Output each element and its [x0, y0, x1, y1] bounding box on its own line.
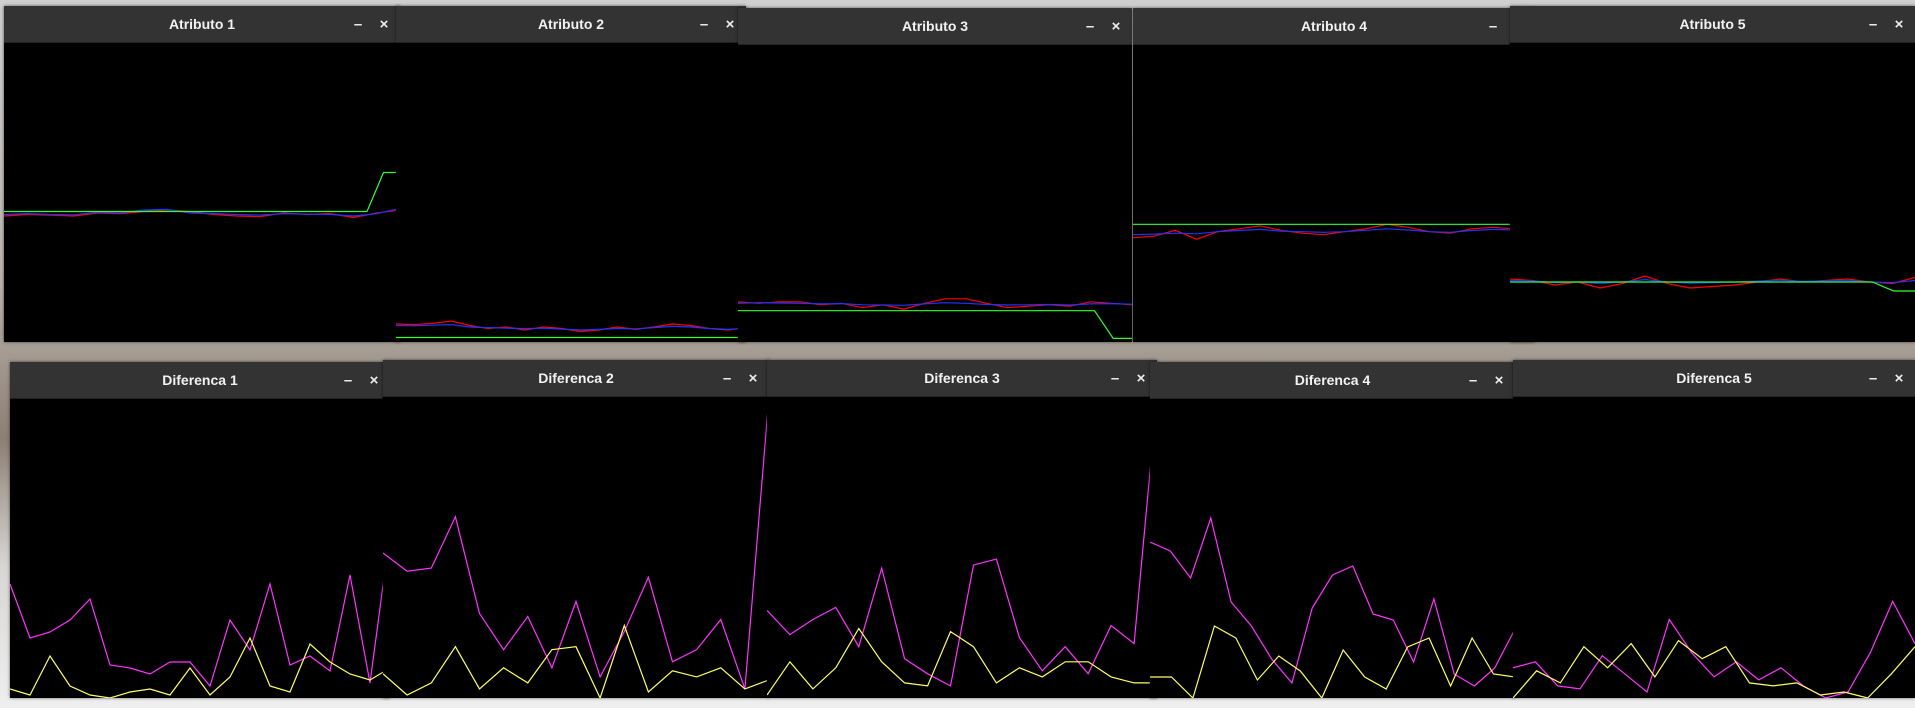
- plot-area: [1133, 44, 1535, 342]
- window-title: Atributo 1: [168, 16, 236, 32]
- window-titlebar[interactable]: Diferenca 5 – ×: [1513, 360, 1915, 397]
- close-icon[interactable]: ×: [1894, 15, 1904, 33]
- window-atributo-2[interactable]: Atributo 2 – ×: [396, 6, 746, 342]
- window-titlebar[interactable]: Atributo 3 – ×: [738, 8, 1132, 45]
- series-line-2: [1133, 228, 1535, 236]
- minimize-icon[interactable]: –: [1868, 369, 1878, 387]
- minimize-icon[interactable]: –: [353, 15, 363, 33]
- minimize-icon[interactable]: –: [1868, 15, 1878, 33]
- plot-area: [10, 398, 390, 698]
- series-line-3: [1133, 223, 1535, 268]
- series-line-3: [4, 171, 400, 213]
- series-line-2: [4, 207, 400, 217]
- window-title: Diferenca 5: [1676, 370, 1752, 386]
- window-titlebar[interactable]: Diferenca 4 – ×: [1150, 362, 1515, 399]
- close-icon[interactable]: ×: [748, 369, 758, 387]
- series-line-3: [738, 310, 1132, 339]
- series-line-2: [1150, 625, 1515, 698]
- window-title: Atributo 3: [901, 18, 969, 34]
- close-icon[interactable]: ×: [379, 15, 389, 33]
- series-line-1: [767, 396, 1157, 687]
- window-diferenca-5[interactable]: Diferenca 5 – ×: [1513, 360, 1915, 698]
- plot-area: [4, 42, 400, 342]
- window-titlebar[interactable]: Atributo 2 – ×: [396, 6, 746, 43]
- window-title: Diferenca 3: [924, 370, 1000, 386]
- window-diferenca-4[interactable]: Diferenca 4 – ×: [1150, 362, 1515, 698]
- window-title: Atributo 2: [537, 16, 605, 32]
- window-titlebar[interactable]: Diferenca 3 – ×: [767, 360, 1157, 397]
- series-line-3: [1510, 281, 1915, 292]
- minimize-icon[interactable]: –: [1110, 369, 1120, 387]
- window-titlebar[interactable]: Diferenca 1 – ×: [10, 362, 390, 399]
- line-chart: [1150, 515, 1515, 698]
- line-chart: [1510, 275, 1915, 292]
- window-diferenca-1[interactable]: Diferenca 1 – ×: [10, 362, 390, 698]
- series-line-1: [383, 396, 769, 690]
- minimize-icon[interactable]: –: [699, 15, 709, 33]
- minimize-icon[interactable]: –: [1468, 371, 1478, 389]
- series-line-1: [738, 298, 1132, 310]
- minimize-icon[interactable]: –: [343, 371, 353, 389]
- plot-area: [396, 42, 746, 342]
- window-atributo-3[interactable]: Atributo 3 – ×: [738, 8, 1132, 342]
- window-diferenca-2[interactable]: Diferenca 2 – ×: [383, 360, 769, 698]
- close-icon[interactable]: ×: [1136, 369, 1146, 387]
- series-line-1: [1513, 600, 1915, 698]
- series-line-2: [1513, 639, 1915, 698]
- window-titlebar[interactable]: Atributo 4–×: [1133, 8, 1535, 45]
- plot-area: [767, 396, 1157, 698]
- plot-area: [1510, 42, 1915, 342]
- window-diferenca-3[interactable]: Diferenca 3 – ×: [767, 360, 1157, 698]
- minimize-icon[interactable]: –: [1085, 17, 1095, 35]
- window-title: Atributo 5: [1679, 16, 1746, 32]
- plot-area: [1513, 396, 1915, 698]
- line-chart: [1133, 223, 1535, 268]
- line-chart: [1513, 600, 1915, 698]
- window-titlebar[interactable]: Atributo 1 – ×: [4, 6, 400, 43]
- series-line-2: [767, 627, 1157, 696]
- line-chart: [10, 532, 390, 698]
- series-line-2: [396, 323, 746, 331]
- line-chart: [396, 320, 746, 339]
- window-titlebar[interactable]: Diferenca 2 – ×: [383, 360, 769, 397]
- plot-area: [738, 44, 1132, 342]
- series-line-1: [10, 532, 390, 688]
- window-atributo-1[interactable]: Atributo 1 – ×: [4, 6, 400, 342]
- window-titlebar[interactable]: Atributo 5 – ×: [1510, 6, 1915, 43]
- window-title: Diferenca 2: [538, 370, 614, 386]
- line-chart: [383, 396, 769, 698]
- window-atributo-4[interactable]: Atributo 4–×: [1133, 8, 1535, 342]
- close-icon[interactable]: ×: [369, 371, 379, 389]
- line-chart: [738, 298, 1132, 339]
- series-line-1: [1150, 515, 1515, 687]
- close-icon[interactable]: ×: [1111, 17, 1121, 35]
- window-title: Diferenca 1: [162, 372, 238, 388]
- line-chart: [4, 171, 400, 219]
- minimize-icon[interactable]: –: [1488, 17, 1498, 35]
- close-icon[interactable]: ×: [1894, 369, 1904, 387]
- minimize-icon[interactable]: –: [722, 369, 732, 387]
- series-line-1: [1133, 223, 1535, 240]
- window-atributo-5[interactable]: Atributo 5 – ×: [1510, 6, 1915, 342]
- window-title: Diferenca 4: [1294, 372, 1371, 388]
- close-icon[interactable]: ×: [725, 15, 735, 33]
- series-line-2: [383, 623, 769, 698]
- close-icon[interactable]: ×: [1494, 371, 1504, 389]
- window-title: Atributo 4: [1300, 18, 1368, 34]
- series-line-2: [10, 636, 390, 698]
- plot-area: [383, 396, 769, 698]
- plot-area: [1150, 398, 1515, 698]
- series-line-2: [738, 302, 1132, 306]
- line-chart: [767, 396, 1157, 696]
